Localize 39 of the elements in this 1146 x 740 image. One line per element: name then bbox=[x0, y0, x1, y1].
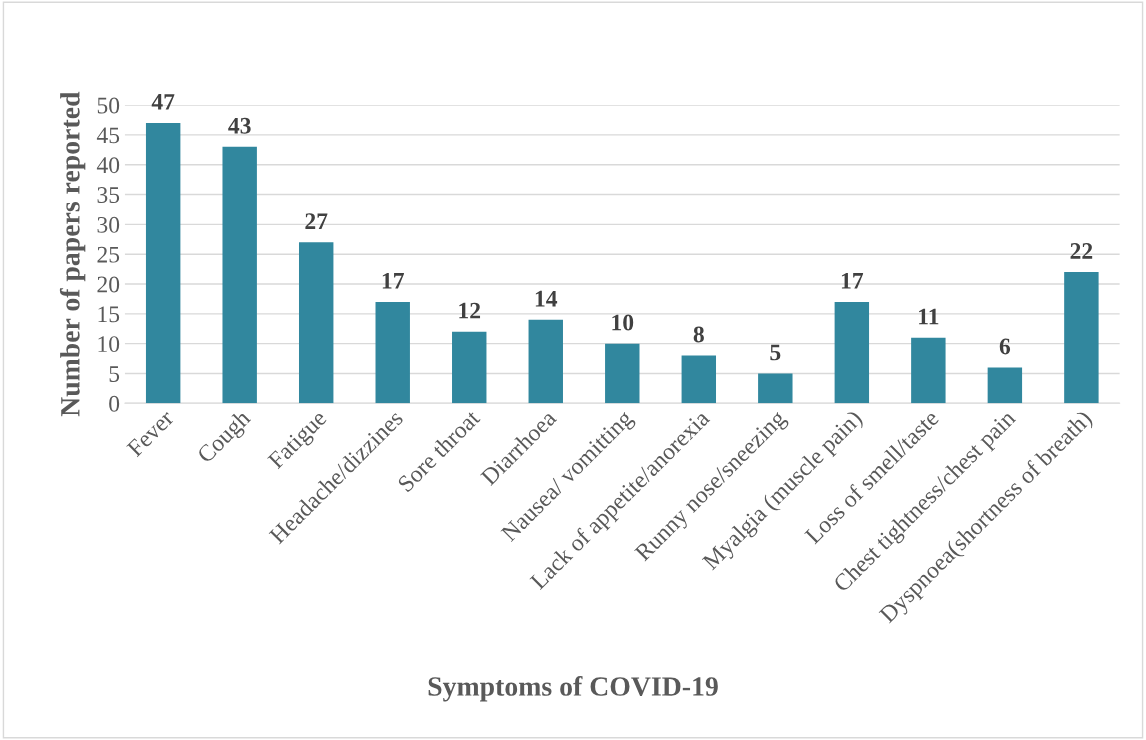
bar bbox=[145, 122, 181, 404]
data-label: 17 bbox=[382, 272, 404, 289]
data-label: 12 bbox=[459, 302, 481, 319]
y-tick-label: 10 bbox=[98, 336, 120, 353]
data-label: 27 bbox=[305, 213, 328, 229]
bar bbox=[987, 367, 1023, 404]
data-label: 47 bbox=[151, 94, 175, 110]
bar bbox=[758, 373, 793, 404]
bar bbox=[911, 337, 946, 404]
y-tick-label: 5 bbox=[109, 366, 120, 382]
y-tick-label: 35 bbox=[97, 187, 120, 203]
y-axis-title: Number of papers reported bbox=[59, 91, 86, 417]
bar bbox=[298, 242, 334, 404]
y-tick-label: 15 bbox=[98, 306, 120, 323]
bar bbox=[681, 355, 717, 404]
y-tick-label: 50 bbox=[97, 97, 120, 114]
bar bbox=[222, 146, 257, 404]
y-tick-label: 0 bbox=[109, 395, 120, 412]
data-label: 43 bbox=[228, 117, 251, 134]
data-label: 11 bbox=[919, 308, 939, 325]
data-label: 5 bbox=[770, 344, 781, 361]
data-label: 14 bbox=[535, 290, 558, 307]
x-axis-title: Symptoms of COVID-19 bbox=[428, 676, 718, 702]
data-label: 22 bbox=[1070, 243, 1093, 259]
y-tick-label: 20 bbox=[97, 276, 120, 293]
bar bbox=[452, 331, 487, 404]
data-label: 10 bbox=[612, 314, 634, 331]
y-tick-label: 25 bbox=[97, 246, 120, 263]
bar bbox=[605, 343, 640, 404]
bar bbox=[1064, 272, 1099, 404]
y-tick-label: 40 bbox=[96, 157, 120, 174]
bar bbox=[834, 301, 870, 404]
bar bbox=[375, 301, 410, 404]
data-label: 8 bbox=[693, 326, 704, 343]
bar bbox=[528, 319, 563, 404]
data-label: 6 bbox=[999, 338, 1011, 355]
data-label: 17 bbox=[841, 272, 864, 289]
y-tick-label: 45 bbox=[96, 127, 120, 144]
y-tick-label: 30 bbox=[97, 216, 120, 233]
